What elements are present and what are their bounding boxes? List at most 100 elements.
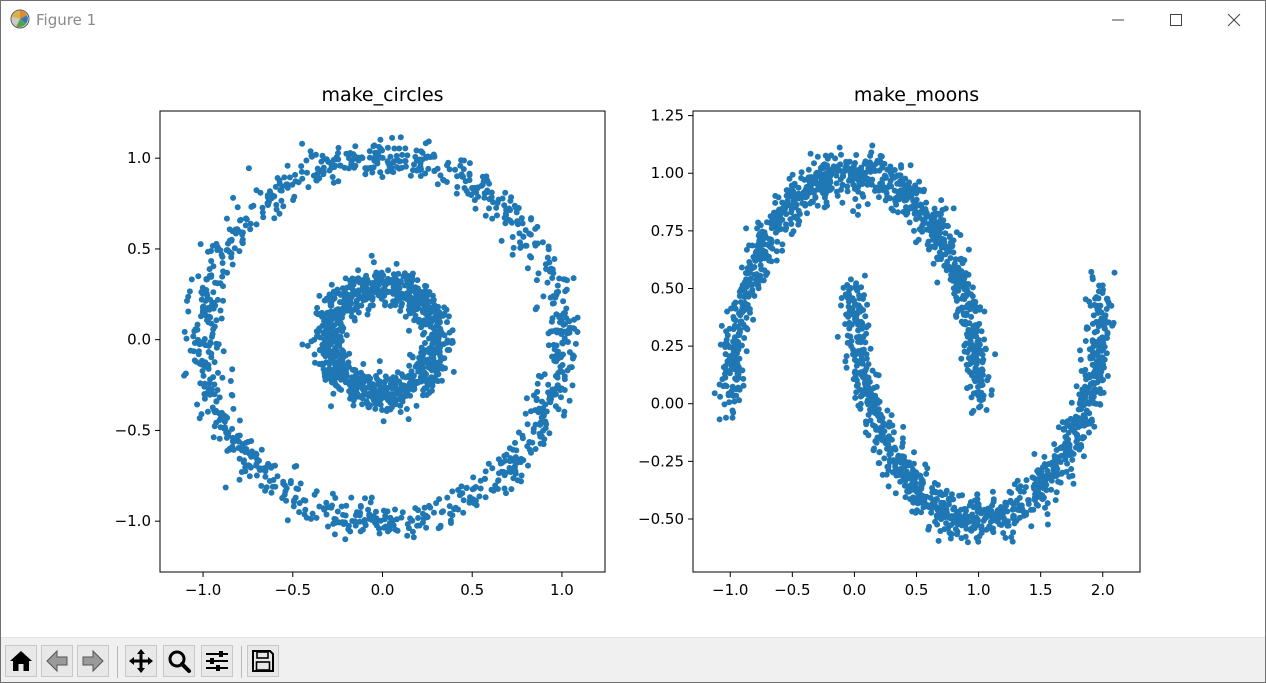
scatter-point <box>801 200 808 207</box>
scatter-point <box>283 181 290 188</box>
scatter-point <box>209 301 215 308</box>
scatter-point <box>338 291 345 298</box>
scatter-point <box>403 406 410 412</box>
scatter-point <box>951 504 958 511</box>
scatter-point <box>221 424 228 431</box>
back-button[interactable] <box>41 645 73 677</box>
scatter-point <box>839 199 846 206</box>
scatter-point <box>351 384 357 391</box>
scatter-point <box>737 318 744 325</box>
close-button[interactable] <box>1205 1 1263 39</box>
scatter-point <box>417 156 423 163</box>
title-bar[interactable]: Figure 1 <box>1 1 1265 39</box>
minimize-button[interactable] <box>1089 1 1147 39</box>
scatter-point <box>540 293 547 300</box>
scatter-point <box>945 501 952 508</box>
scatter-point <box>862 339 869 346</box>
scatter-point <box>441 304 448 311</box>
scatter-point <box>762 232 769 239</box>
scatter-point <box>482 494 489 501</box>
scatter-point <box>278 197 285 204</box>
scatter-point <box>220 283 226 290</box>
scatter-point <box>334 313 341 320</box>
scatter-point <box>202 342 209 349</box>
scatter-point <box>404 532 411 539</box>
scatter-point <box>390 517 396 524</box>
series-1 <box>834 268 1118 546</box>
scatter-point <box>884 407 891 414</box>
scatter-point <box>310 172 317 179</box>
chart-title: make_moons <box>854 84 979 106</box>
save-button[interactable] <box>247 645 279 677</box>
scatter-point <box>328 164 335 171</box>
scatter-point <box>838 302 844 309</box>
scatter-point <box>1101 321 1108 328</box>
figure-canvas[interactable]: make_circles −1.0 −0.5 0.0 0.5 1.0 −1.0 −0.5 0.0… <box>1 39 1265 637</box>
scatter-point <box>836 162 842 169</box>
scatter-point <box>248 203 255 210</box>
scatter-point <box>253 221 260 228</box>
scatter-point <box>561 387 568 393</box>
scatter-point <box>1029 474 1036 481</box>
scatter-point <box>950 267 957 274</box>
scatter-point <box>953 312 959 319</box>
scatter-point <box>218 315 225 322</box>
pan-button[interactable] <box>125 645 157 677</box>
scatter-point <box>912 207 918 214</box>
y-tick-label: 1.25 <box>651 107 684 125</box>
scatter-point <box>348 391 355 398</box>
scatter-point <box>855 327 862 334</box>
scatter-point <box>514 218 521 225</box>
scatter-point <box>229 434 236 441</box>
scatter-point <box>1103 350 1110 357</box>
scatter-point <box>418 148 425 155</box>
scatter-point <box>458 157 465 164</box>
scatter-point <box>226 237 233 244</box>
scatter-point <box>783 192 790 199</box>
scatter-point <box>929 500 936 507</box>
scatter-point <box>847 276 854 283</box>
scatter-point <box>968 313 975 320</box>
scatter-point <box>909 486 916 493</box>
scatter-point <box>274 473 281 480</box>
scatter-point <box>334 328 341 335</box>
scatter-point <box>885 483 892 490</box>
scatter-point <box>961 273 968 280</box>
scatter-point <box>806 178 813 185</box>
scatter-point <box>362 495 368 502</box>
scatter-point <box>460 497 467 504</box>
maximize-button[interactable] <box>1147 1 1205 39</box>
y-tick-label: −0.50 <box>638 510 684 528</box>
home-button[interactable] <box>5 645 37 677</box>
scatter-point <box>1044 521 1051 528</box>
scatter-point <box>404 152 411 159</box>
scatter-point <box>295 179 302 186</box>
scatter-point <box>844 188 851 195</box>
scatter-point <box>372 149 379 156</box>
scatter-point <box>881 455 888 462</box>
scatter-point <box>415 368 422 375</box>
scatter-point <box>1039 471 1046 478</box>
scatter-point <box>376 368 383 375</box>
scatter-point <box>858 321 865 328</box>
scatter-point <box>501 485 508 492</box>
scatter-point <box>944 222 951 229</box>
back-arrow-icon <box>46 649 68 673</box>
scatter-point <box>566 397 573 404</box>
scatter-point <box>1070 480 1077 487</box>
scatter-point <box>915 236 922 243</box>
scatter-point <box>209 331 216 337</box>
scatter-point <box>949 243 956 250</box>
scatter-point <box>286 174 293 181</box>
forward-button[interactable] <box>77 645 109 677</box>
scatter-point <box>208 258 215 264</box>
scatter-point <box>299 140 306 147</box>
scatter-point <box>982 510 989 517</box>
zoom-button[interactable] <box>163 645 195 677</box>
scatter-point <box>480 178 487 185</box>
scatter-point <box>1059 419 1066 426</box>
scatter-point <box>418 344 425 351</box>
scatter-point <box>757 243 764 250</box>
configure-subplots-button[interactable] <box>201 645 233 677</box>
scatter-point <box>763 252 770 258</box>
